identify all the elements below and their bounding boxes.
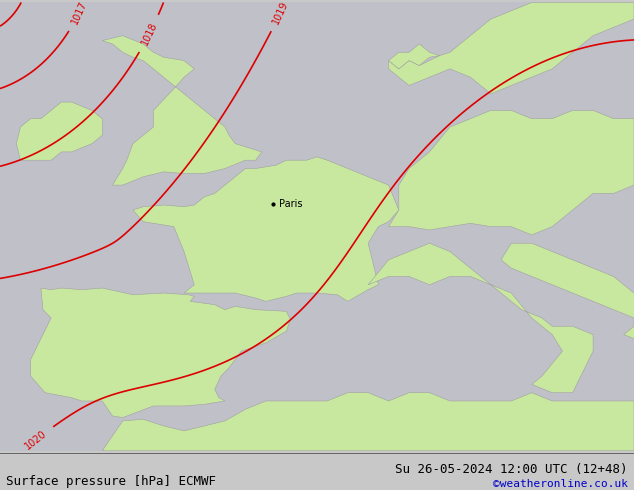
Text: ©weatheronline.co.uk: ©weatheronline.co.uk <box>493 479 628 489</box>
Text: 1017: 1017 <box>69 0 89 26</box>
Text: 1020: 1020 <box>23 428 48 451</box>
Text: Surface pressure [hPa] ECMWF: Surface pressure [hPa] ECMWF <box>6 474 216 488</box>
Text: Paris: Paris <box>279 199 302 209</box>
Text: 1019: 1019 <box>271 0 290 26</box>
Text: Su 26-05-2024 12:00 UTC (12+48): Su 26-05-2024 12:00 UTC (12+48) <box>395 463 628 476</box>
Text: 1018: 1018 <box>139 21 159 47</box>
